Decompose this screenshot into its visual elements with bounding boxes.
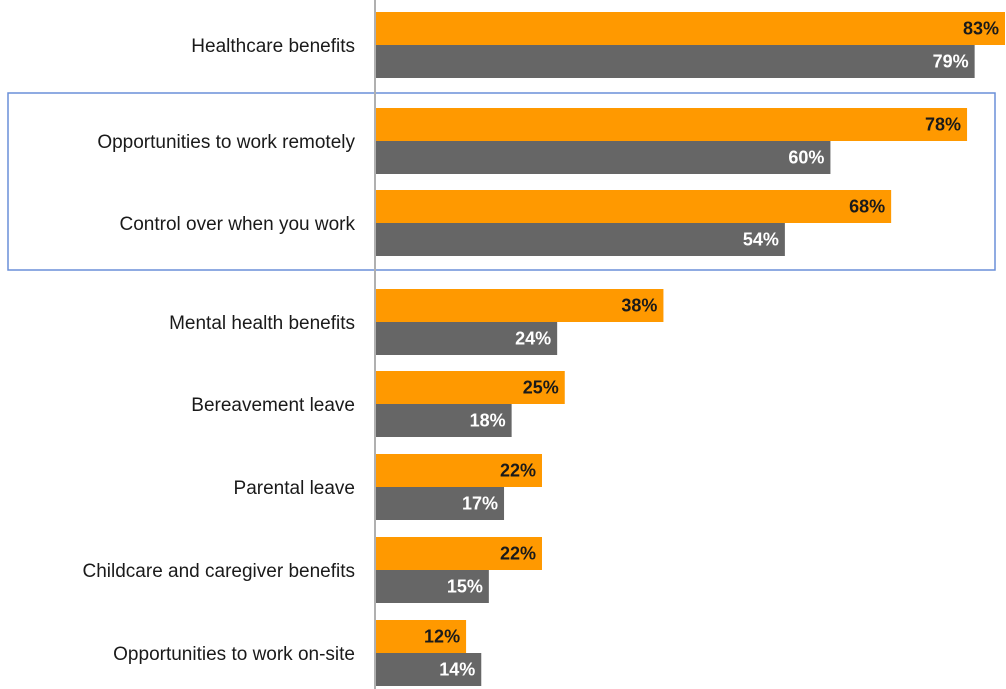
category-label-mental-health-benefits: Mental health benefits xyxy=(169,313,355,334)
value-label-opportunities-to-work-remotely-series-1: 78% xyxy=(925,115,961,135)
value-label-opportunities-to-work-on-site-series-2: 14% xyxy=(439,660,475,680)
value-label-healthcare-benefits-series-2: 79% xyxy=(933,52,969,72)
bar-bereavement-leave-series-1 xyxy=(375,371,565,404)
category-label-opportunities-to-work-remotely: Opportunities to work remotely xyxy=(97,132,355,153)
value-label-bereavement-leave-series-2: 18% xyxy=(470,411,506,431)
category-label-bereavement-leave: Bereavement leave xyxy=(191,395,355,416)
value-label-childcare-and-caregiver-benefits-series-1: 22% xyxy=(500,544,536,564)
value-label-opportunities-to-work-remotely-series-2: 60% xyxy=(788,148,824,168)
value-label-bereavement-leave-series-1: 25% xyxy=(523,378,559,398)
value-label-parental-leave-series-1: 22% xyxy=(500,461,536,481)
bar-parental-leave-series-2 xyxy=(375,487,505,520)
value-label-control-over-when-you-work-series-1: 68% xyxy=(849,197,885,217)
bar-mental-health-benefits-series-1 xyxy=(375,289,664,322)
bar-parental-leave-series-1 xyxy=(375,454,542,487)
bar-mental-health-benefits-series-2 xyxy=(375,322,558,355)
bar-childcare-and-caregiver-benefits-series-2 xyxy=(375,570,489,603)
bar-control-over-when-you-work-series-1 xyxy=(375,190,892,223)
value-label-control-over-when-you-work-series-2: 54% xyxy=(743,230,779,250)
category-label-parental-leave: Parental leave xyxy=(234,478,355,499)
category-label-control-over-when-you-work: Control over when you work xyxy=(120,214,356,235)
bar-opportunities-to-work-remotely-series-1 xyxy=(375,108,968,141)
bar-bereavement-leave-series-2 xyxy=(375,404,512,437)
value-label-parental-leave-series-2: 17% xyxy=(462,494,498,514)
bar-childcare-and-caregiver-benefits-series-1 xyxy=(375,537,542,570)
value-label-childcare-and-caregiver-benefits-series-2: 15% xyxy=(447,577,483,597)
bar-control-over-when-you-work-series-2 xyxy=(375,223,785,256)
value-label-mental-health-benefits-series-1: 38% xyxy=(621,296,657,316)
value-label-mental-health-benefits-series-2: 24% xyxy=(515,329,551,349)
category-label-opportunities-to-work-on-site: Opportunities to work on-site xyxy=(113,644,355,665)
bar-opportunities-to-work-on-site-series-1 xyxy=(375,620,467,653)
bar-opportunities-to-work-on-site-series-2 xyxy=(375,653,482,686)
bar-healthcare-benefits-series-1 xyxy=(375,12,1005,45)
bar-healthcare-benefits-series-2 xyxy=(375,45,975,78)
value-label-healthcare-benefits-series-1: 83% xyxy=(963,19,999,39)
highlight-box xyxy=(7,92,996,271)
category-label-healthcare-benefits: Healthcare benefits xyxy=(191,36,355,57)
bar-opportunities-to-work-remotely-series-2 xyxy=(375,141,831,174)
category-label-childcare-and-caregiver-benefits: Childcare and caregiver benefits xyxy=(83,561,356,582)
value-label-opportunities-to-work-on-site-series-1: 12% xyxy=(424,627,460,647)
